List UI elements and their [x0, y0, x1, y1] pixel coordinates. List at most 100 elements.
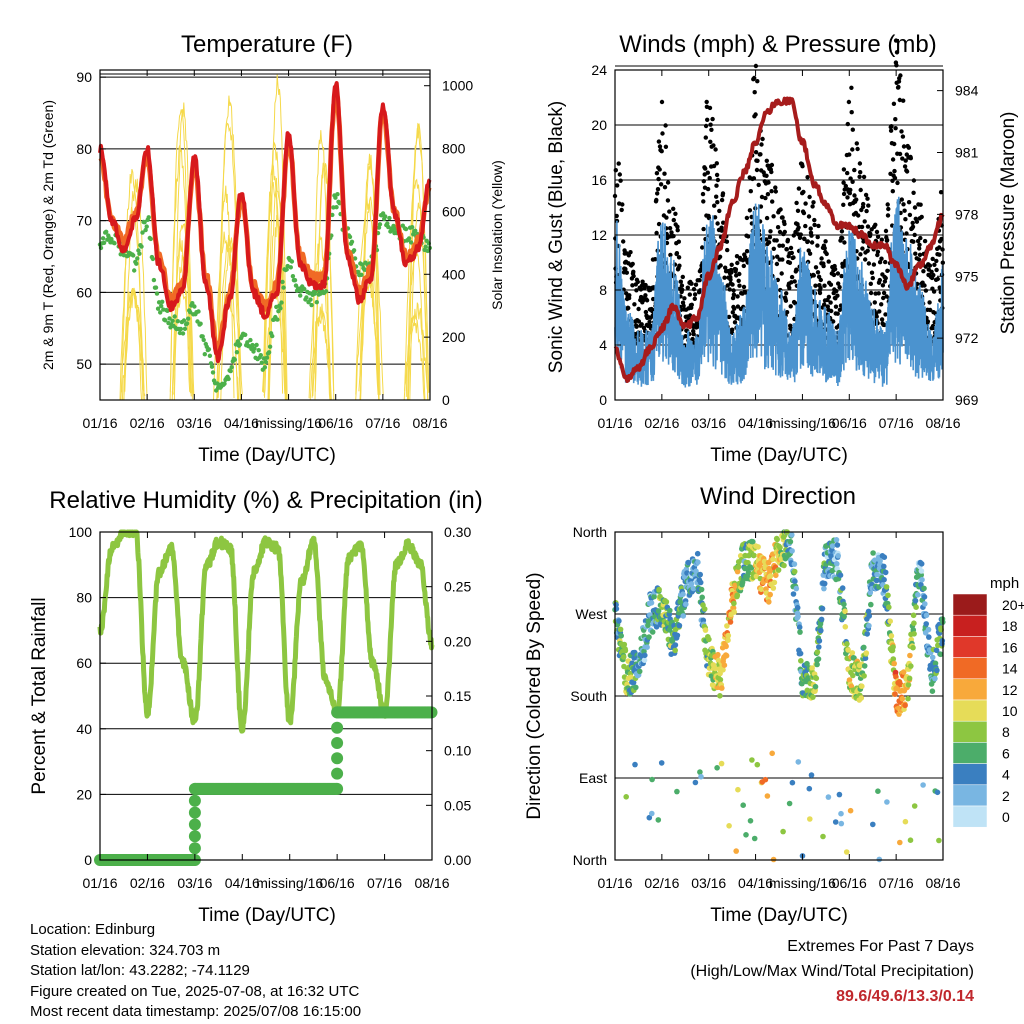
- direction-point: [866, 613, 872, 619]
- direction-point: [911, 631, 917, 637]
- direction-point: [747, 818, 754, 824]
- direction-point: [881, 554, 888, 560]
- gust-point: [800, 164, 805, 169]
- direction-point: [829, 543, 836, 549]
- gust-point: [707, 105, 713, 111]
- colorbar-label: 20+: [1002, 597, 1024, 613]
- dewpoint-point: [403, 226, 409, 232]
- gust-point: [671, 217, 676, 223]
- direction-point: [692, 779, 699, 786]
- dewpoint-point: [290, 274, 296, 279]
- gust-point: [627, 293, 632, 298]
- sonic-wind-series: [614, 196, 944, 388]
- gust-point: [774, 238, 779, 243]
- gust-point: [732, 306, 737, 311]
- solar-insolation-trace: [123, 289, 145, 401]
- direction-point: [861, 644, 867, 651]
- gust-point: [707, 175, 712, 181]
- gust-point: [938, 190, 944, 195]
- direction-point: [918, 572, 924, 578]
- dewpoint-point: [228, 368, 233, 374]
- gust-point: [660, 131, 665, 136]
- direction-point: [833, 537, 840, 543]
- gust-point: [894, 63, 899, 68]
- gust-point: [754, 167, 760, 173]
- direction-point: [921, 594, 928, 600]
- gust-point: [934, 258, 939, 264]
- gust-point: [899, 129, 904, 134]
- direction-point: [655, 608, 662, 614]
- gust-point: [849, 110, 854, 115]
- direction-point: [632, 761, 638, 768]
- gust-point: [807, 194, 812, 200]
- direction-point: [735, 564, 742, 570]
- x-tick-label: 01/16: [82, 875, 117, 891]
- humidity-ylabel-left: Percent & Total Rainfall: [29, 597, 50, 794]
- colorbar-label: 14: [1002, 661, 1018, 677]
- gust-point: [863, 257, 868, 262]
- direction-point: [922, 601, 928, 607]
- direction-point: [618, 633, 624, 639]
- y-tick-label: 972: [955, 330, 979, 346]
- gust-point: [683, 334, 688, 339]
- gust-point: [892, 175, 898, 181]
- gust-point: [676, 255, 682, 260]
- direction-point: [864, 631, 870, 637]
- gust-point: [809, 233, 814, 238]
- gust-point: [668, 252, 673, 258]
- dewpoint-point: [304, 295, 309, 300]
- direction-point: [641, 657, 648, 663]
- gust-point: [621, 239, 626, 244]
- direction-point: [764, 793, 771, 799]
- direction-point: [733, 848, 739, 854]
- gust-point: [818, 277, 823, 283]
- gust-point: [788, 304, 793, 309]
- gust-point: [691, 332, 696, 337]
- gust-point: [725, 283, 730, 288]
- extremes-values: 89.6/49.6/13.3/0.14: [836, 988, 974, 1005]
- gust-point: [922, 238, 928, 244]
- gust-point: [901, 202, 906, 207]
- direction-point: [700, 617, 707, 624]
- solar-insolation-trace: [217, 234, 243, 398]
- direction-point: [847, 807, 854, 814]
- direction-point: [884, 799, 890, 805]
- extremes-subtitle: (High/Low/Max Wind/Total Precipitation): [690, 963, 974, 980]
- direction-point: [921, 585, 927, 592]
- gust-point: [897, 97, 902, 103]
- gust-point: [773, 185, 778, 190]
- direction-point: [630, 679, 637, 686]
- direction-point: [918, 568, 925, 574]
- direction-point: [839, 585, 846, 591]
- gust-point: [639, 322, 644, 327]
- direction-point: [795, 759, 802, 765]
- gust-point: [624, 270, 629, 275]
- winds-title: Winds (mph) & Pressure (mb): [619, 31, 936, 58]
- direction-point: [680, 591, 686, 597]
- direction-point: [875, 788, 881, 794]
- direction-point: [900, 669, 907, 675]
- gust-point: [796, 225, 801, 230]
- gust-point: [835, 271, 841, 276]
- x-tick-label: 08/16: [414, 875, 449, 891]
- gust-point: [812, 222, 817, 228]
- temperature-xlabel: Time (Day/UTC): [198, 445, 336, 466]
- gust-point: [769, 169, 774, 175]
- gust-point: [858, 170, 863, 175]
- gust-point: [901, 98, 906, 103]
- colorbar-swatch: [952, 742, 988, 764]
- gust-point: [863, 192, 869, 198]
- temperature-plot-frame: [99, 69, 431, 401]
- direction-point: [636, 668, 643, 675]
- gust-point: [813, 283, 818, 288]
- direction-point: [767, 591, 773, 598]
- gust-point: [676, 239, 681, 244]
- gust-point: [935, 276, 940, 282]
- winds-ylabel-left: Sonic Wind & Gust (Blue, Black): [546, 101, 567, 373]
- solar-insolation-trace: [267, 177, 288, 401]
- direction-point: [719, 685, 725, 691]
- gust-point: [746, 234, 751, 239]
- gust-point: [833, 304, 839, 309]
- direction-point: [820, 833, 826, 840]
- y-tick-label: 978: [955, 206, 979, 222]
